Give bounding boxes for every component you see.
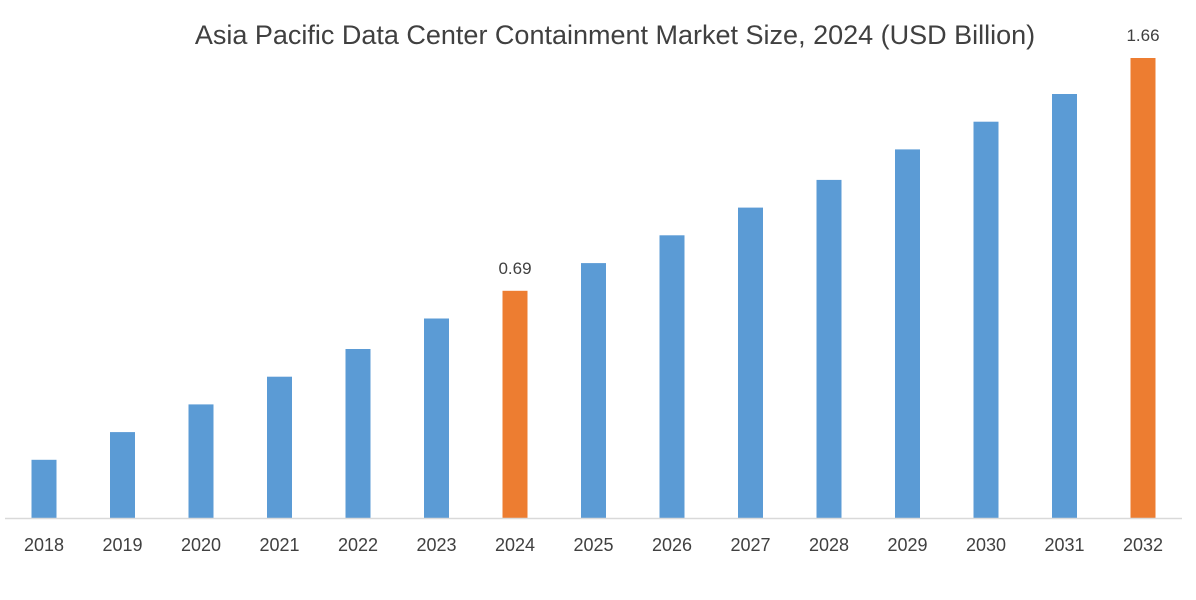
chart-title: Asia Pacific Data Center Containment Mar… [194,20,1036,50]
bar-2031 [1052,94,1077,518]
x-tick-label-2028: 2028 [809,535,849,555]
bar-2030 [973,121,999,518]
x-tick-label-2023: 2023 [416,535,456,555]
bar-2027 [738,207,763,518]
x-tick-label-2029: 2029 [887,535,927,555]
bar-2022 [345,349,371,518]
x-tick-label-2021: 2021 [259,535,299,555]
x-tick-label-2018: 2018 [24,535,64,555]
data-label-2024: 0.69 [498,259,531,278]
x-tick-label-2024: 2024 [495,535,535,555]
bar-2018 [31,459,57,518]
bar-2024 [502,290,528,518]
x-tick-label-2019: 2019 [102,535,142,555]
x-tick-label-2030: 2030 [966,535,1006,555]
x-tick-label-2032: 2032 [1123,535,1163,555]
x-tick-label-2020: 2020 [181,535,221,555]
data-label-2032: 1.66 [1126,26,1159,45]
bar-2032 [1130,58,1156,518]
x-tick-label-2025: 2025 [573,535,613,555]
bar-2028 [816,179,842,518]
x-tick-label-2022: 2022 [338,535,378,555]
bar-2026 [659,235,685,519]
bar-2023 [424,318,449,518]
bar-2025 [581,263,606,518]
bar-2020 [188,404,214,518]
x-tick-label-2027: 2027 [730,535,770,555]
x-tick-label-2031: 2031 [1044,535,1084,555]
bar-2029 [895,149,920,518]
bar-2019 [110,432,135,518]
bar-2021 [267,376,292,518]
x-tick-label-2026: 2026 [652,535,692,555]
